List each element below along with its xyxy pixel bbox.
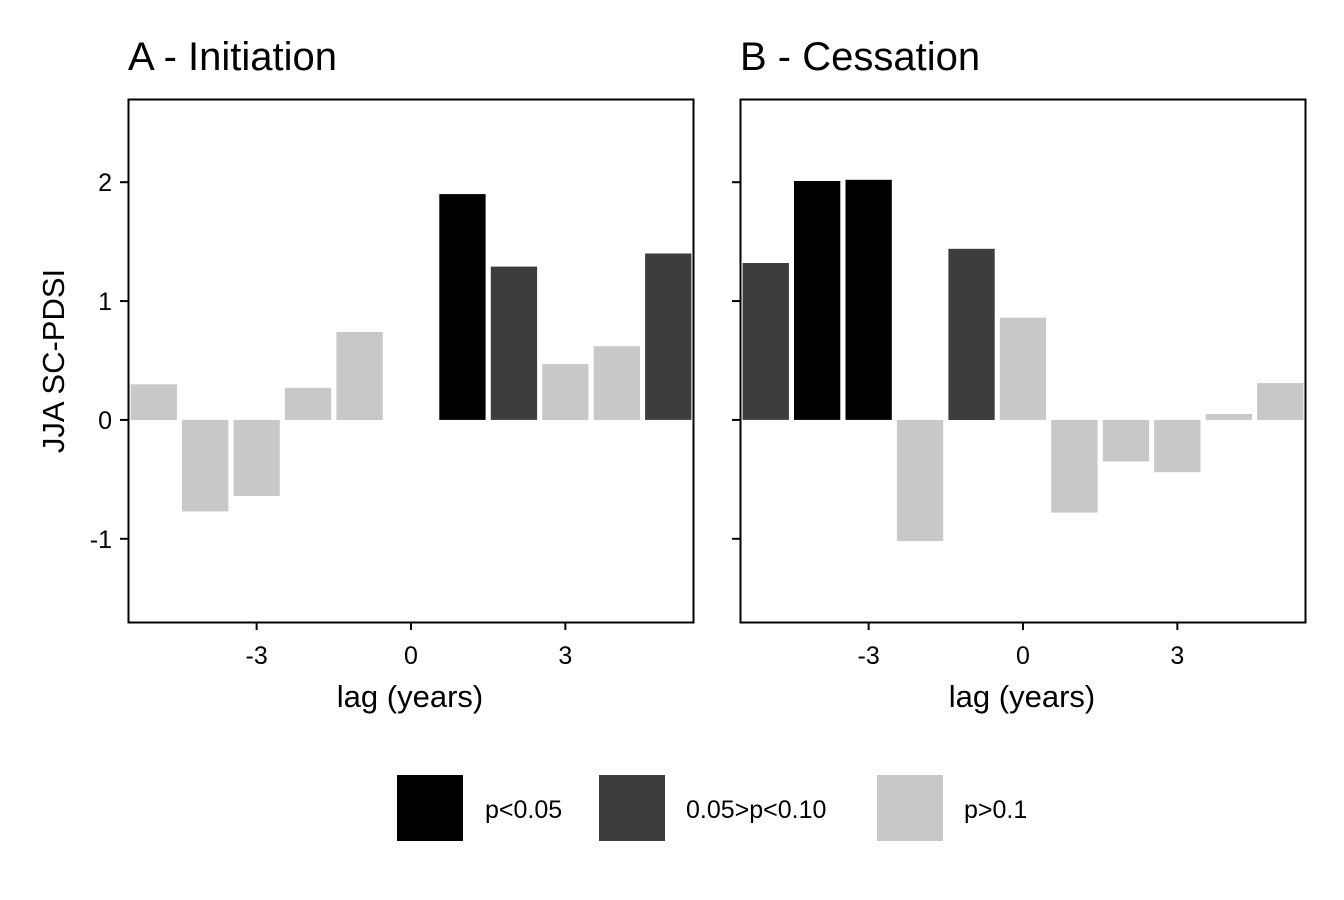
- panel-a-bar: [233, 419, 280, 496]
- panel-a-y-axis: -1 0 1 2: [90, 169, 128, 554]
- panel-b-bar: [1205, 414, 1252, 420]
- panel-b-x-tick-label: -3: [858, 642, 880, 670]
- panel-a-bars: [130, 194, 692, 512]
- legend-label-p010: 0.05>p<0.10: [686, 796, 826, 824]
- panel-b-bar: [1154, 419, 1201, 473]
- panel-b-x-axis-title: lag (years): [949, 679, 1095, 714]
- panel-b-bar: [999, 317, 1047, 420]
- panel-a-bar: [542, 364, 589, 420]
- panel-b-bar: [1102, 419, 1150, 462]
- panel-a-bar: [645, 253, 692, 420]
- panel-a-x-axis-title: lag (years): [337, 679, 483, 714]
- panel-a-x-tick-label: 0: [404, 642, 418, 670]
- panel-a-y-tick-label: -1: [90, 526, 112, 554]
- panel-b-bar: [845, 179, 892, 420]
- panel-a-bar: [284, 387, 332, 420]
- panel-b-bar: [896, 419, 944, 542]
- panel-a-y-tick-label: 0: [98, 407, 112, 435]
- panel-b-bar: [794, 181, 841, 420]
- panel-b-x-tick-label: 0: [1016, 642, 1030, 670]
- panel-a-bar: [593, 346, 640, 420]
- panel-b-x-tick-label: 3: [1170, 642, 1184, 670]
- panel-a-bar: [130, 384, 177, 420]
- panel-a-title: A - Initiation: [128, 35, 337, 79]
- panel-b-title: B - Cessation: [740, 35, 980, 79]
- panel-b-bar: [948, 248, 995, 420]
- panel-b-bar: [1051, 419, 1098, 513]
- panel-a-plot: -1 0 1 2 -3 0 3: [90, 98, 695, 670]
- legend-swatch-p005: [397, 775, 463, 841]
- panel-a-bar: [336, 332, 383, 420]
- legend-label-p005: p<0.05: [485, 796, 562, 824]
- legend-swatch-pns: [877, 775, 943, 841]
- panel-a-y-tick-label: 2: [98, 169, 112, 197]
- y-axis-title: JJA SC-PDSI: [36, 269, 71, 453]
- panel-b-bar: [742, 263, 789, 420]
- panel-a-bar: [439, 194, 486, 420]
- legend-label-pns: p>0.1: [964, 796, 1027, 824]
- panel-b-x-axis: -3 0 3: [858, 622, 1184, 670]
- panel-a-x-axis: -3 0 3: [246, 622, 572, 670]
- panel-b-plot: -3 0 3: [732, 98, 1307, 670]
- panel-b-y-axis: [732, 181, 740, 540]
- panel-a-bar: [182, 419, 229, 512]
- legend: p<0.05 0.05>p<0.10 p>0.1: [397, 775, 1027, 841]
- panel-b-bar: [1257, 383, 1304, 420]
- panel-a-bar: [490, 266, 538, 420]
- legend-swatch-p010: [599, 775, 665, 841]
- panel-a-x-tick-label: -3: [246, 642, 268, 670]
- panel-a-x-tick-label: 3: [558, 642, 572, 670]
- panel-b-bars: [742, 179, 1304, 542]
- panel-a-y-tick-label: 1: [98, 288, 112, 316]
